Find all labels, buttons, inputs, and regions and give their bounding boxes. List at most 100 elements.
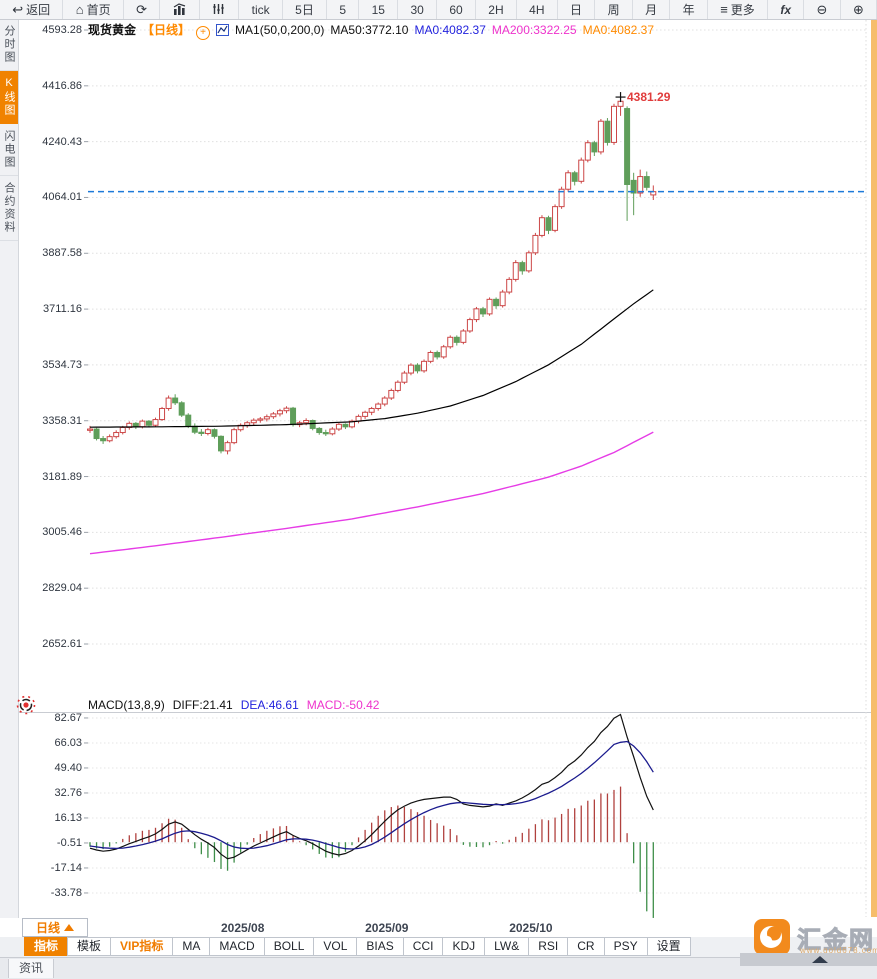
toolbar-range-5d-button[interactable]: 5日 xyxy=(283,0,328,19)
home-icon: ⌂ xyxy=(75,2,84,17)
toolbar-chart-style-button[interactable] xyxy=(160,0,200,19)
collapse-panel-bar[interactable] xyxy=(740,953,877,966)
sidebar-tab-3[interactable]: 合约资料 xyxy=(0,176,18,241)
price-axis-label: 4593.28 xyxy=(42,24,82,36)
toolbar-period-week-button[interactable]: 周 xyxy=(595,0,633,19)
toolbar-period-60-button[interactable]: 60 xyxy=(437,0,476,19)
toolbar-period-60-label: 60 xyxy=(449,2,463,17)
x-axis-month-label: 2025/10 xyxy=(509,921,553,935)
symbol-name: 现货黄金 xyxy=(88,23,137,37)
macd-axis-label: 82.67 xyxy=(54,711,82,724)
toolbar-tick-label: tick xyxy=(251,2,270,17)
indicator-tab-VIP指标[interactable]: VIP指标 xyxy=(110,937,174,956)
toolbar-back-label: 返回 xyxy=(26,3,51,17)
x-axis-row: 日线 xyxy=(0,918,877,938)
price-axis-label: 3005.46 xyxy=(42,526,82,539)
toolbar-period-5-label: 5 xyxy=(339,2,347,17)
toolbar-period-5-button[interactable]: 5 xyxy=(327,0,360,19)
toolbar-home-button[interactable]: ⌂ 首页 xyxy=(63,0,124,19)
macd-value: MACD:-50.42 xyxy=(306,698,380,712)
volume-bars-icon xyxy=(212,3,226,17)
logo-text: 汇金网 xyxy=(797,927,875,955)
news-tab[interactable]: 资讯 xyxy=(8,959,54,978)
toolbar-volume-style-button[interactable] xyxy=(200,0,240,19)
macd-axis-label: 66.03 xyxy=(54,736,82,749)
indicator-tab-BOLL[interactable]: BOLL xyxy=(263,937,315,956)
status-bar: 资讯 xyxy=(0,957,877,979)
toolbar-indicator-fx-button[interactable]: fx xyxy=(768,0,805,19)
indicator-tab-模板[interactable]: 模板 xyxy=(67,937,112,956)
mini-chart-icon[interactable] xyxy=(216,23,230,37)
sidebar-tab-0[interactable]: 分时图 xyxy=(0,19,18,71)
period-label: 【日线】 xyxy=(142,23,191,37)
indicator-tab-PSY[interactable]: PSY xyxy=(603,937,648,956)
indicator-tab-LW&[interactable]: LW& xyxy=(484,937,530,956)
add-indicator-icon[interactable]: + xyxy=(196,26,211,40)
watermark-logo: 汇金网 www.gold678.com xyxy=(753,918,877,956)
back-arrow-icon: ↩ xyxy=(12,2,24,17)
toolbar-back-button[interactable]: ↩ 返回 xyxy=(0,0,64,19)
period-selector[interactable]: 日线 xyxy=(22,918,88,937)
macd-diff-value: DIFF:21.41 xyxy=(172,698,233,712)
macd-axis-label: -17.14 xyxy=(50,861,82,874)
toolbar-indicator-fx-label: fx xyxy=(780,2,792,17)
toolbar-home-label: 首页 xyxy=(86,3,111,17)
price-axis-label: 3887.58 xyxy=(42,247,82,260)
indicator-tab-MA[interactable]: MA xyxy=(172,937,211,956)
top-toolbar: ↩ 返回 ⌂ 首页 ⟳ tick 5日 5 15 30 60 2H 4H 日周月年 ≡ 更多 fx ⊖ ⊕ xyxy=(0,0,877,20)
price-axis-label: 4416.86 xyxy=(42,79,82,92)
indicator-tab-MACD[interactable]: MACD xyxy=(209,937,265,956)
price-axis-label: 4240.43 xyxy=(42,135,82,148)
price-axis-label: 2652.61 xyxy=(42,638,82,650)
toolbar-period-month-label: 月 xyxy=(645,3,658,17)
peak-price-annotation: 4381.29 xyxy=(627,90,671,104)
indicator-tab-RSI[interactable]: RSI xyxy=(528,937,569,956)
menu-icon: ≡ xyxy=(720,2,728,17)
macd-axis-label: 32.76 xyxy=(54,786,82,799)
toolbar-period-week-label: 周 xyxy=(607,3,620,17)
indicator-tab-KDJ[interactable]: KDJ xyxy=(442,937,486,956)
indicator-tab-设置[interactable]: 设置 xyxy=(646,937,691,956)
indicator-settings-icon[interactable] xyxy=(15,694,37,721)
price-axis-label: 3711.16 xyxy=(43,303,82,316)
toolbar-period-15-button[interactable]: 15 xyxy=(359,0,399,19)
indicator-tab-VOL[interactable]: VOL xyxy=(313,937,358,956)
macd-axis-label: 49.40 xyxy=(54,761,82,774)
ma-settings: MA1(50,0,200,0) xyxy=(235,23,325,37)
toolbar-period-30-button[interactable]: 30 xyxy=(398,0,438,19)
macd-axis-label: 16.13 xyxy=(54,811,82,824)
ma0-value-orange: MA0:4082.37 xyxy=(582,23,654,37)
triangle-up-icon xyxy=(64,924,74,931)
toolbar-more-label: 更多 xyxy=(730,3,755,17)
sidebar-tab-2[interactable]: 闪电图 xyxy=(0,124,18,176)
toolbar-refresh-button[interactable]: ⟳ xyxy=(124,0,161,19)
triangle-up-icon xyxy=(812,956,828,963)
price-axis-label: 2829.04 xyxy=(42,582,82,595)
toolbar-more-button[interactable]: ≡ 更多 xyxy=(708,0,769,19)
price-axis-label: 3358.31 xyxy=(42,414,82,427)
toolbar-period-day-button[interactable]: 日 xyxy=(558,0,596,19)
toolbar-period-year-button[interactable]: 年 xyxy=(670,0,708,19)
toolbar-tick-button[interactable]: tick xyxy=(239,0,283,19)
indicator-tab-CR[interactable]: CR xyxy=(567,937,605,956)
zoom-in-icon: ⊕ xyxy=(852,2,864,17)
price-axis-label: 3534.73 xyxy=(42,358,82,371)
indicator-tab-BIAS[interactable]: BIAS xyxy=(356,937,404,956)
toolbar-zoom-in-button[interactable]: ⊕ xyxy=(841,0,877,19)
macd-legend: MACD(13,8,9) DIFF:21.41 DEA:46.61 MACD:-50.… xyxy=(88,698,387,712)
toolbar-period-month-button[interactable]: 月 xyxy=(633,0,671,19)
zoom-out-icon: ⊖ xyxy=(816,2,828,17)
toolbar-period-2h-button[interactable]: 2H xyxy=(476,0,517,19)
period-selector-label: 日线 xyxy=(35,921,60,935)
indicator-tab-CCI[interactable]: CCI xyxy=(402,937,444,956)
macd-title: MACD(13,8,9) xyxy=(88,698,165,712)
indicator-tab-指标[interactable]: 指标 xyxy=(24,937,69,956)
sidebar-tab-1[interactable]: K线图 xyxy=(0,71,18,124)
left-sidebar: 分时图 K线图 闪电图 合约资料 xyxy=(0,19,19,957)
toolbar-period-4h-label: 4H xyxy=(529,2,545,17)
toolbar-zoom-out-button[interactable]: ⊖ xyxy=(804,0,841,19)
toolbar-period-year-label: 年 xyxy=(682,3,695,17)
toolbar-period-4h-button[interactable]: 4H xyxy=(517,0,558,19)
